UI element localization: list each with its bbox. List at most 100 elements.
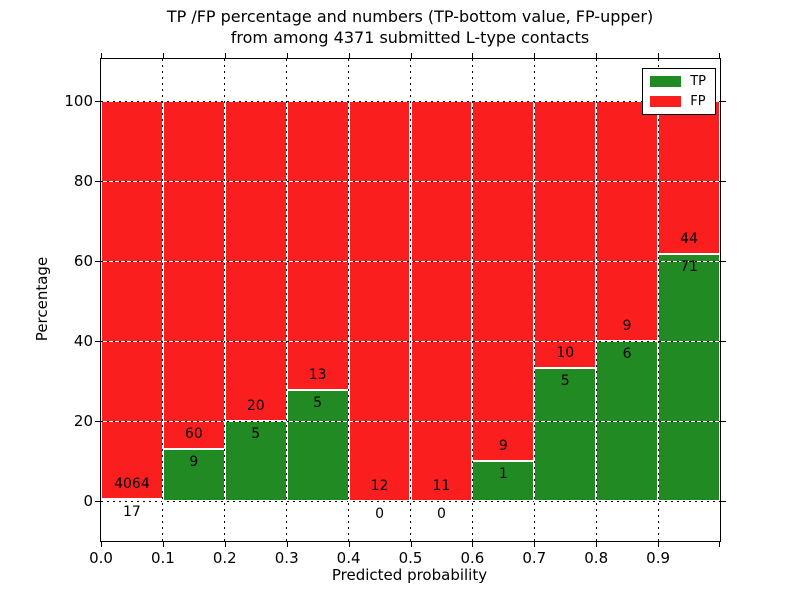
x-axis-label: Predicted probability [331, 566, 488, 584]
fp-count-label: 4064 [114, 476, 150, 493]
y-tick-label: 40 [73, 332, 93, 350]
y-tick-label: 100 [64, 92, 93, 110]
x-tick-mark [101, 541, 102, 547]
x-tick-mark [719, 541, 720, 547]
fp-count-label: 44 [680, 231, 698, 248]
x-tick-label: 0.7 [522, 549, 547, 567]
x-tick-mark-top [162, 53, 164, 59]
fp-count-label: 9 [622, 318, 632, 334]
tp-swatch-icon [650, 76, 682, 87]
chart-title-line1: TP /FP percentage and numbers (TP-bottom… [166, 7, 654, 26]
legend-entry: TP [650, 75, 706, 88]
y-tick-mark-right [720, 101, 726, 102]
x-tick-label: 0.0 [89, 549, 113, 567]
plot-area: 4064 17 60 9 20 5 13 5 12 0 11 0 9 1 10 5 9 6 44 71 0.0 0.1 0… [64, 53, 726, 567]
gridline-vertical [162, 59, 164, 541]
legend-entry: FP [650, 95, 706, 108]
x-tick-label: 0.2 [212, 549, 237, 567]
x-tick-mark-top [224, 53, 226, 59]
x-tick-mark-top [472, 53, 474, 59]
bar-fp-segment [101, 101, 163, 500]
fp-count-label: 13 [308, 366, 327, 383]
y-axis-label: Percentage [33, 256, 51, 342]
tp-count-label: 6 [622, 346, 632, 362]
x-tick-mark [410, 541, 412, 547]
y-tick-label: 0 [83, 492, 93, 510]
fp-count-label: 60 [184, 425, 203, 442]
bar-tp-segment [658, 254, 720, 501]
gridline-vertical [348, 59, 350, 541]
y-tick-mark [95, 421, 101, 422]
x-tick-mark [162, 541, 164, 547]
bar-fp-segment [534, 101, 597, 368]
bar-fp-segment [162, 101, 225, 449]
gridline-vertical [286, 59, 288, 541]
legend-label: FP [690, 94, 706, 109]
fp-count-label: 10 [556, 344, 575, 361]
y-tick-label: 60 [73, 252, 93, 270]
x-tick-label: 0.3 [274, 549, 299, 567]
bar-tp-segment [286, 389, 349, 501]
y-tick-mark [95, 101, 101, 102]
x-tick-mark [596, 541, 598, 547]
x-tick-mark-top [410, 53, 412, 59]
fp-swatch-icon [650, 96, 682, 107]
bar-fp-segment [472, 101, 535, 461]
x-tick-mark-top [596, 53, 598, 59]
tp-count-label: 0 [375, 506, 385, 522]
fp-count-label: 20 [246, 398, 265, 414]
x-tick-mark-top [286, 53, 288, 59]
bar-fp-segment [348, 101, 411, 501]
tp-count-label: 1 [498, 466, 508, 482]
y-tick-mark-right [720, 261, 726, 262]
x-tick-label: 0.9 [646, 549, 671, 567]
y-tick-label: 20 [73, 412, 93, 430]
tp-count-label: 0 [436, 506, 446, 522]
x-tick-mark [534, 541, 536, 547]
fp-count-label: 9 [498, 438, 508, 454]
tp-count-label: 17 [123, 504, 141, 521]
x-tick-mark [348, 541, 350, 547]
gridline-vertical [595, 59, 597, 541]
x-tick-mark-top [348, 53, 350, 59]
x-tick-mark-top [101, 53, 102, 59]
fp-count-label: 12 [370, 478, 389, 494]
bar-fp-segment [286, 101, 349, 390]
x-tick-label: 0.4 [336, 549, 361, 567]
gridline-vertical [471, 59, 473, 541]
legend: TP FP [642, 68, 716, 115]
x-tick-mark [224, 541, 226, 547]
legend-label: TP [690, 74, 706, 89]
y-tick-mark-right [720, 181, 726, 182]
y-tick-mark-right [720, 421, 726, 422]
fp-count-label: 11 [432, 478, 451, 494]
tp-count-label: 5 [251, 426, 261, 442]
y-tick-mark-right [720, 341, 726, 342]
y-tick-mark [95, 501, 101, 502]
x-tick-label: 0.6 [460, 549, 485, 567]
bar-fp-segment [658, 101, 720, 255]
y-tick-mark [95, 261, 101, 262]
x-tick-mark [472, 541, 474, 547]
x-tick-mark-top [534, 53, 536, 59]
x-tick-mark [658, 541, 660, 547]
chart-title: TP /FP percentage and numbers (TP-bottom… [100, 6, 720, 48]
chart-title-line2: from among 4371 submitted L-type contact… [230, 28, 590, 47]
gridline-vertical [224, 59, 226, 541]
bar-fp-segment [410, 101, 473, 501]
bar-fp-segment [596, 101, 659, 341]
x-tick-label: 0.8 [584, 549, 609, 567]
y-tick-mark [95, 181, 101, 182]
x-tick-label: 0.5 [398, 549, 423, 567]
x-tick-mark [286, 541, 288, 547]
tp-count-label: 71 [680, 259, 698, 276]
x-tick-mark-top [719, 53, 720, 59]
tp-count-label: 9 [189, 453, 199, 470]
gridline-vertical [533, 59, 535, 541]
tp-count-label: 5 [560, 372, 570, 389]
tp-count-label: 5 [313, 394, 323, 411]
x-tick-mark-top [658, 53, 660, 59]
gridline-vertical [410, 59, 411, 541]
gridline-vertical [657, 59, 659, 541]
